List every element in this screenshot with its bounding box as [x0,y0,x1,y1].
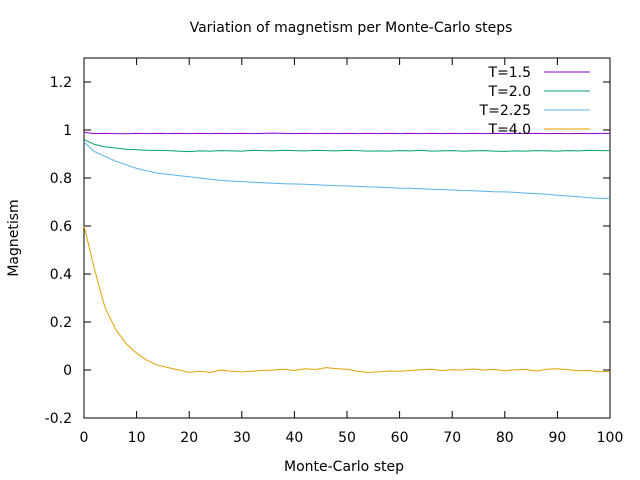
legend: T=1.5 T=2.0 T=2.25 T=4.0 [479,65,590,138]
y-tick-label: -0.2 [45,411,72,427]
x-tick-label: 40 [285,430,303,446]
y-tick-label: 1 [63,123,72,139]
legend-label: T=1.5 [487,65,531,81]
y-axis-label: Magnetism [6,199,22,276]
plot-frame [83,57,611,419]
series-line-t-2-0 [83,139,610,153]
x-tick-label: 20 [180,430,198,446]
x-tick-label: 0 [80,430,89,446]
y-tick-label: 0.4 [50,267,72,283]
y-axis: -0.2 0 0.2 0.4 0.6 0.8 1 1.2 [45,75,610,427]
x-axis-label: Monte-Carlo step [284,459,404,475]
legend-label: T=4.0 [487,122,531,138]
series-line-t-4-0 [83,225,611,373]
y-tick-label: 1.2 [50,75,72,91]
x-tick-label: 10 [128,430,146,446]
legend-label: T=2.0 [487,84,531,100]
x-tick-label: 50 [338,430,356,446]
x-axis: 0 10 20 30 40 50 60 70 80 90 100 [80,58,624,446]
y-tick-label: 0.6 [50,219,72,235]
y-tick-label: 0 [63,363,72,379]
legend-label: T=2.25 [479,103,531,119]
x-tick-label: 60 [391,430,409,446]
y-tick-label: 0.2 [50,315,72,331]
x-tick-label: 90 [548,430,566,446]
series-lines [83,131,611,373]
series-line-t-1-5 [83,131,610,135]
x-tick-label: 70 [443,430,461,446]
series-line-t-2-25 [83,141,611,199]
chart-title: Variation of magnetism per Monte-Carlo s… [190,20,513,36]
x-tick-label: 30 [233,430,251,446]
x-tick-label: 80 [496,430,514,446]
x-tick-label: 100 [597,430,624,446]
y-tick-label: 0.8 [50,171,72,187]
